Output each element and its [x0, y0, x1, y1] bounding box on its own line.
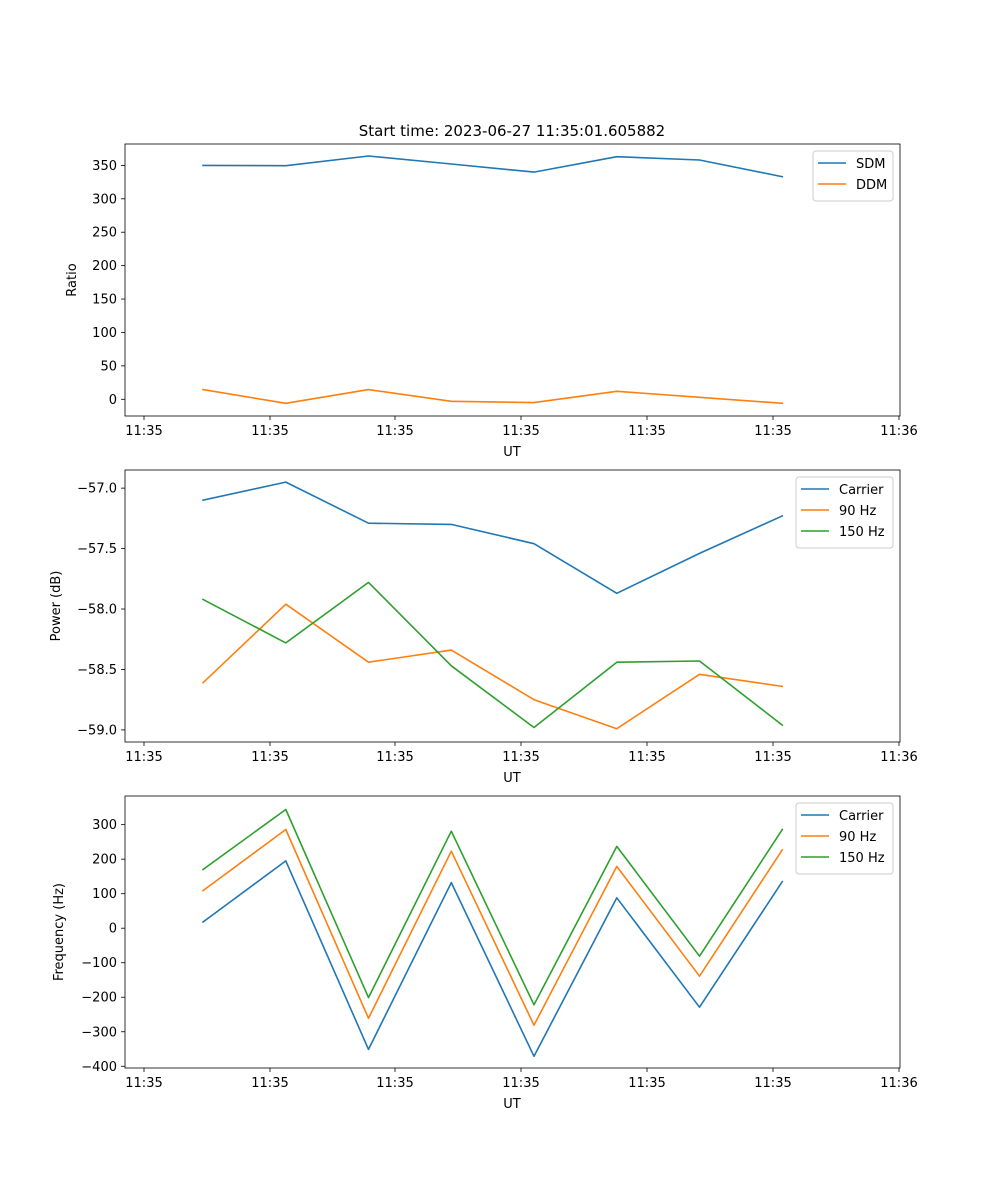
- legend: Carrier 90 Hz 150 Hz: [795, 802, 894, 875]
- x-tick-label: 11:35: [628, 1076, 665, 1091]
- x-tick-label: 11:35: [251, 424, 288, 439]
- legend-label: 150 Hz: [839, 851, 885, 866]
- legend-label: DDM: [856, 178, 887, 193]
- series-line-sdm: [202, 155, 784, 178]
- y-axis-label: Frequency (Hz): [52, 883, 67, 981]
- y-tick-label: 350: [92, 159, 117, 174]
- y-tick-label: 0: [109, 922, 117, 937]
- y-tick-label: −57.5: [77, 542, 117, 557]
- y-tick-label: −59.0: [77, 723, 117, 738]
- y-tick-label: −300: [81, 1025, 117, 1040]
- y-tick-label: 0: [109, 393, 117, 408]
- legend-label: Carrier: [839, 483, 884, 498]
- y-tick-label: −58.5: [77, 663, 117, 678]
- axes-frame: [124, 143, 901, 417]
- legend-label: 150 Hz: [839, 525, 885, 540]
- y-tick-label: 50: [100, 359, 117, 374]
- x-tick-label: 11:35: [628, 424, 665, 439]
- y-tick-label: 100: [92, 887, 117, 902]
- y-tick-label: 150: [92, 293, 117, 308]
- series-line-90-hz: [201, 603, 784, 730]
- x-tick-label: 11:35: [502, 750, 539, 765]
- axes-frame: [124, 469, 901, 743]
- x-tick-label: 11:35: [125, 1076, 162, 1091]
- subplot-3: 11:35 11:35 11:35 11:35 11:35 11:35 11:36 −400 −…: [52, 795, 918, 1112]
- x-tick-label: 11:35: [125, 750, 162, 765]
- y-tick-label: −57.0: [77, 482, 117, 497]
- series-line-carrier: [202, 481, 784, 595]
- series-line-90-hz: [201, 828, 784, 1026]
- x-tick-label: 11:36: [880, 1076, 917, 1091]
- y-tick-label: 200: [92, 259, 117, 274]
- subplot-2: 11:35 11:35 11:35 11:35 11:35 11:35 11:36 −59.0…: [49, 469, 918, 786]
- y-tick-label: 100: [92, 326, 117, 341]
- x-tick-label: 11:35: [376, 750, 413, 765]
- x-tick-label: 11:36: [880, 424, 917, 439]
- x-tick-label: 11:35: [502, 1076, 539, 1091]
- x-tick-label: 11:35: [754, 750, 791, 765]
- x-tick-label: 11:35: [754, 424, 791, 439]
- y-tick-label: −200: [81, 991, 117, 1006]
- x-axis-label: UT: [503, 1097, 521, 1112]
- x-tick-label: 11:36: [880, 750, 917, 765]
- x-axis-label: UT: [503, 771, 521, 786]
- series-line-150-hz: [201, 581, 784, 729]
- y-tick-label: 200: [92, 853, 117, 868]
- x-tick-label: 11:35: [628, 750, 665, 765]
- y-tick-label: −400: [81, 1060, 117, 1075]
- axes-frame: [124, 795, 901, 1069]
- legend-label: 90 Hz: [839, 504, 876, 519]
- figure-title: Start time: 2023-06-27 11:35:01.605882: [359, 122, 665, 140]
- x-tick-label: 11:35: [251, 750, 288, 765]
- y-tick-label: −58.0: [77, 603, 117, 618]
- y-axis-label: Power (dB): [49, 571, 64, 642]
- x-axis-label: UT: [503, 445, 521, 460]
- y-axis-label: Ratio: [65, 263, 80, 296]
- x-tick-label: 11:35: [125, 424, 162, 439]
- subplots: 11:35 11:35 11:35 11:35 11:35 11:35 11:36 0 50 10…: [49, 143, 918, 1112]
- legend: SDM DDM: [812, 150, 894, 202]
- legend: Carrier 90 Hz 150 Hz: [795, 476, 894, 549]
- x-tick-label: 11:35: [376, 424, 413, 439]
- series-line-150-hz: [201, 808, 784, 1006]
- legend-label: SDM: [856, 157, 885, 172]
- x-tick-label: 11:35: [502, 424, 539, 439]
- y-tick-label: 250: [92, 226, 117, 241]
- series-line-ddm: [202, 388, 784, 405]
- x-tick-label: 11:35: [376, 1076, 413, 1091]
- x-tick-label: 11:35: [754, 1076, 791, 1091]
- legend-label: 90 Hz: [839, 830, 876, 845]
- y-tick-label: −100: [81, 956, 117, 971]
- legend-label: Carrier: [839, 809, 884, 824]
- y-tick-label: 300: [92, 192, 117, 207]
- x-tick-label: 11:35: [251, 1076, 288, 1091]
- series-line-carrier: [201, 860, 784, 1058]
- subplot-1: 11:35 11:35 11:35 11:35 11:35 11:35 11:36 0 50 10…: [65, 143, 918, 460]
- y-tick-label: 300: [92, 818, 117, 833]
